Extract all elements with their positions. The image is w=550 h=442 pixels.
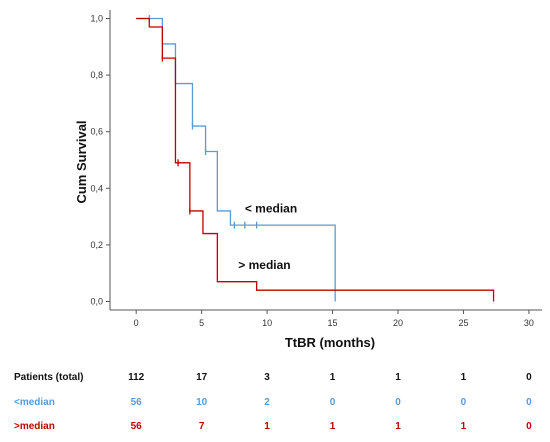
x-tick-label: 30 (524, 318, 534, 328)
risk-row-label: Patients (total) (14, 372, 84, 383)
y-axis: 0,0 0,2 0,4 0,6 0,8 1,0 (90, 10, 111, 310)
risk-row-label: <median (14, 397, 55, 408)
risk-cell: 1 (395, 421, 401, 432)
risk-cell: 56 (130, 397, 142, 408)
risk-cell: 17 (196, 372, 208, 383)
x-tick-label: 20 (393, 318, 403, 328)
risk-cell: 0 (526, 397, 532, 408)
risk-cell: 0 (526, 421, 532, 432)
x-tick-label: 0 (134, 318, 139, 328)
risk-cell: 7 (198, 421, 205, 432)
risk-cell: 0 (526, 372, 532, 383)
risk-cell: 1 (460, 372, 467, 383)
x-tick-label: 5 (199, 318, 204, 328)
x-tick-label: 10 (262, 318, 272, 328)
x-axis-title: TtBR (months) (285, 335, 375, 350)
risk-cell: 0 (329, 397, 336, 408)
survival-curve-above-median (136, 17, 495, 302)
y-tick-label: 1,0 (90, 13, 103, 23)
y-tick-label: 0,2 (90, 240, 103, 250)
risk-cell: 1 (264, 421, 270, 432)
y-tick-label: 0,4 (90, 183, 103, 193)
x-tick-label: 15 (328, 318, 338, 328)
risk-cell: 56 (130, 421, 142, 432)
x-tick-label: 25 (458, 318, 468, 328)
y-tick-label: 0,8 (90, 70, 103, 80)
risk-cell: 10 (196, 397, 208, 408)
risk-row-label: >median (14, 421, 55, 432)
x-axis: 0 5 10 15 20 25 30 (110, 309, 542, 328)
survival-curve-below-median (136, 17, 336, 302)
annotation-below-median: < median (245, 201, 297, 215)
y-tick-label: 0,0 (90, 297, 103, 307)
annotation-above-median: > median (238, 258, 290, 272)
risk-cell: 0 (460, 397, 467, 408)
risk-cell: 2 (264, 397, 270, 408)
risk-cell: 112 (128, 372, 145, 383)
risk-cell: 1 (329, 372, 336, 383)
risk-cell: 1 (329, 421, 336, 432)
risk-cell: 1 (460, 421, 467, 432)
risk-cell: 3 (264, 372, 270, 383)
risk-cell: 0 (395, 397, 401, 408)
y-tick-label: 0,6 (90, 127, 103, 137)
risk-cell: 1 (395, 372, 401, 383)
y-axis-title: Cum Survival (74, 120, 89, 203)
survival-curves (136, 14, 495, 302)
